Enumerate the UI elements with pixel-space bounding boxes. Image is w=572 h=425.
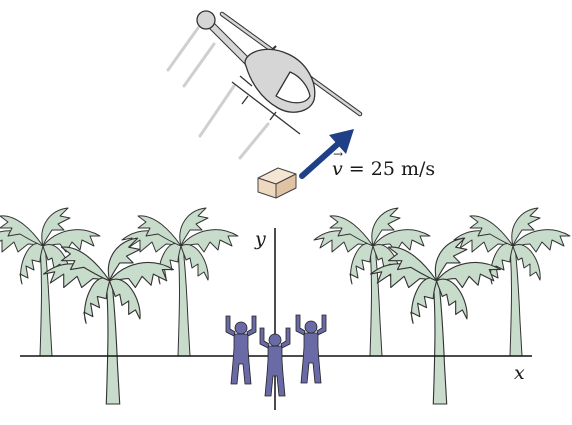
palm-trees-right <box>314 208 570 404</box>
velocity-label: v = 25 m/s <box>332 158 435 180</box>
helicopter-body <box>245 49 315 112</box>
people <box>226 315 326 396</box>
x-axis-label: x <box>514 362 525 384</box>
tail-rotor <box>197 11 215 29</box>
package-box <box>258 168 296 198</box>
velocity-value: 25 m/s <box>371 158 435 180</box>
helicopter <box>197 11 360 134</box>
velocity-symbol: v <box>332 158 343 180</box>
y-axis-label: y <box>255 228 266 250</box>
velocity-equals: = <box>343 158 371 180</box>
palm-trees-left <box>0 208 238 404</box>
motion-lines <box>168 28 268 158</box>
